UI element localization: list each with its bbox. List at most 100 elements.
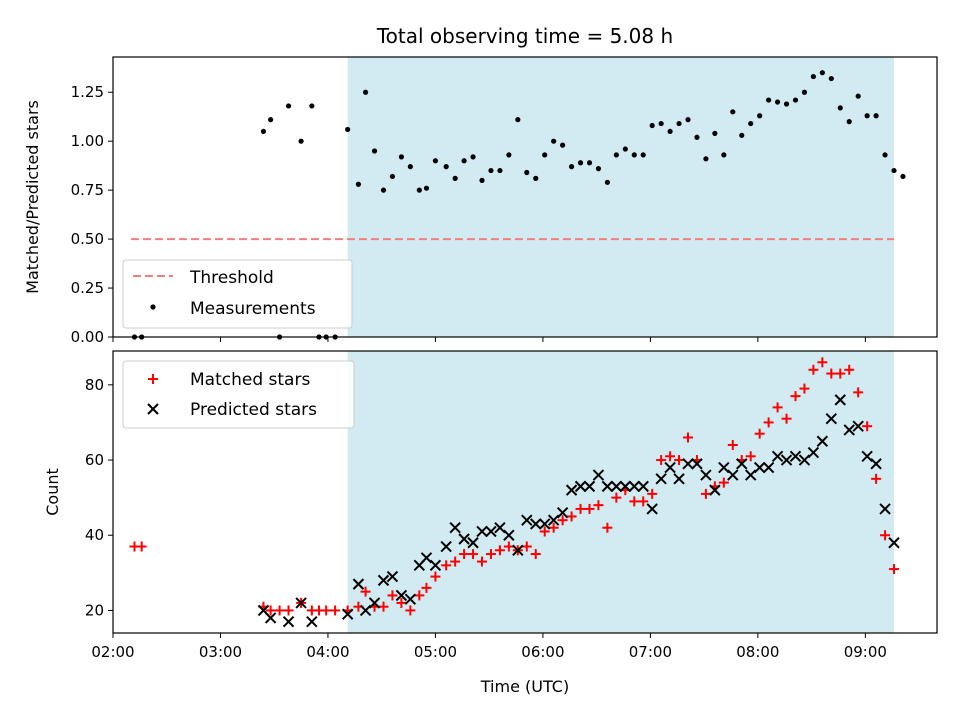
- measurement-point: [837, 105, 843, 111]
- predicted-star-point: [429, 559, 442, 572]
- matched-star-point: [799, 383, 810, 394]
- measurement-point: [739, 132, 745, 138]
- predicted-star-point: [395, 589, 408, 602]
- measurement-point: [712, 130, 718, 136]
- matched-star-point: [880, 530, 891, 541]
- matched-star-point: [862, 421, 873, 432]
- matched-star-point: [647, 488, 658, 499]
- x-tick-label: 08:00: [736, 643, 779, 661]
- predicted-star-point: [485, 525, 497, 538]
- measurement-point: [515, 117, 521, 123]
- measurement-point: [497, 167, 503, 174]
- measurement-point: [631, 152, 637, 158]
- matched-star-point: [283, 605, 294, 616]
- predicted-star-point: [404, 593, 417, 605]
- matched-star-point: [450, 556, 461, 567]
- legend-measurements-swatch: [150, 304, 156, 310]
- legend-predicted-label: Predicted stars: [190, 400, 317, 420]
- chart-title: Total observing time = 5.08 h: [376, 24, 673, 48]
- matched-star-point: [360, 586, 371, 597]
- predicted-star-point: [512, 544, 524, 556]
- measurement-point: [774, 99, 781, 105]
- matched-star-point: [844, 364, 855, 375]
- predicted-star-point: [467, 537, 479, 549]
- legend: Threshold Measurements: [122, 259, 353, 329]
- matched-star-point: [638, 496, 649, 507]
- matched-star-point: [593, 500, 604, 511]
- predicted-star-point: [341, 608, 354, 620]
- matched-star-point: [754, 428, 765, 439]
- legend-threshold-label: Threshold: [189, 268, 274, 288]
- predicted-star-point: [888, 537, 900, 549]
- predicted-star-point: [646, 503, 658, 515]
- matched-star-point: [539, 526, 550, 537]
- measurement-point: [389, 173, 396, 180]
- matched-star-point: [665, 451, 676, 462]
- predicted-star-point: [619, 480, 632, 493]
- y-tick-label: 0.75: [71, 181, 104, 199]
- matched-star-point: [727, 440, 738, 450]
- predicted-star-point: [565, 484, 578, 496]
- measurement-point: [828, 75, 834, 82]
- measurement-point: [524, 169, 530, 176]
- predicted-star-point: [458, 533, 470, 545]
- measurement-point: [470, 154, 476, 160]
- y-tick-label: 0.50: [71, 230, 104, 248]
- measurement-point: [757, 113, 763, 119]
- measurement-point: [613, 152, 619, 158]
- predicted-star-point: [637, 480, 649, 493]
- matched-star-point: [468, 549, 479, 560]
- predicted-star-point: [709, 484, 721, 496]
- matched-star-point: [656, 455, 667, 466]
- shaded-region: [347, 351, 895, 633]
- predicted-star-point: [870, 458, 882, 470]
- predicted-star-point: [843, 424, 855, 436]
- measurement-point: [900, 173, 906, 180]
- matched-star-point: [557, 515, 568, 526]
- predicted-star-point: [420, 552, 433, 564]
- matched-star-point: [584, 503, 595, 514]
- measurement-point: [658, 120, 664, 127]
- predicted-star-point: [771, 450, 784, 462]
- predicted-star-point: [494, 522, 506, 534]
- axes-frame: [112, 350, 938, 634]
- measurement-point: [577, 160, 584, 166]
- measurement-point: [568, 164, 575, 170]
- y-tick-label: 80: [85, 376, 104, 394]
- matched-star-point: [421, 582, 432, 593]
- matched-star-point: [611, 492, 622, 503]
- matched-star-point: [871, 473, 882, 484]
- predicted-star-point: [682, 458, 694, 470]
- x-tick-label: 07:00: [629, 643, 672, 661]
- measurement-point: [846, 119, 852, 125]
- predicted-star-point: [368, 597, 381, 609]
- matched-star-point: [265, 605, 276, 616]
- legend: Matched stars Predicted stars: [122, 360, 355, 429]
- predicted-star-point: [727, 469, 739, 481]
- x-tick-label: 09:00: [844, 643, 887, 661]
- matched-star-point: [853, 387, 864, 398]
- matched-star-point: [889, 564, 900, 575]
- y-tick-label: 1.00: [71, 132, 104, 150]
- measurement-point: [694, 134, 700, 140]
- predicted-star-point: [264, 612, 277, 624]
- measurement-point: [792, 97, 799, 103]
- predicted-star-point: [583, 480, 596, 493]
- matched-star-point: [602, 522, 613, 533]
- matched-star-point: [485, 549, 496, 560]
- matched-star-point: [745, 451, 756, 462]
- predicted-star-point: [610, 480, 623, 493]
- predicted-star-point: [825, 412, 838, 425]
- measurement-point: [298, 138, 304, 144]
- measurement-point: [810, 73, 817, 80]
- matched-star-point: [477, 556, 488, 567]
- predicted-star-point: [744, 469, 757, 481]
- y-tick-label: 0.25: [71, 279, 104, 297]
- matched-star-point: [674, 455, 685, 466]
- predicted-star-point: [449, 522, 461, 534]
- measurement-point: [748, 120, 754, 127]
- measurement-point: [479, 177, 485, 183]
- predicted-star-point: [352, 578, 365, 590]
- measurement-point: [398, 154, 404, 160]
